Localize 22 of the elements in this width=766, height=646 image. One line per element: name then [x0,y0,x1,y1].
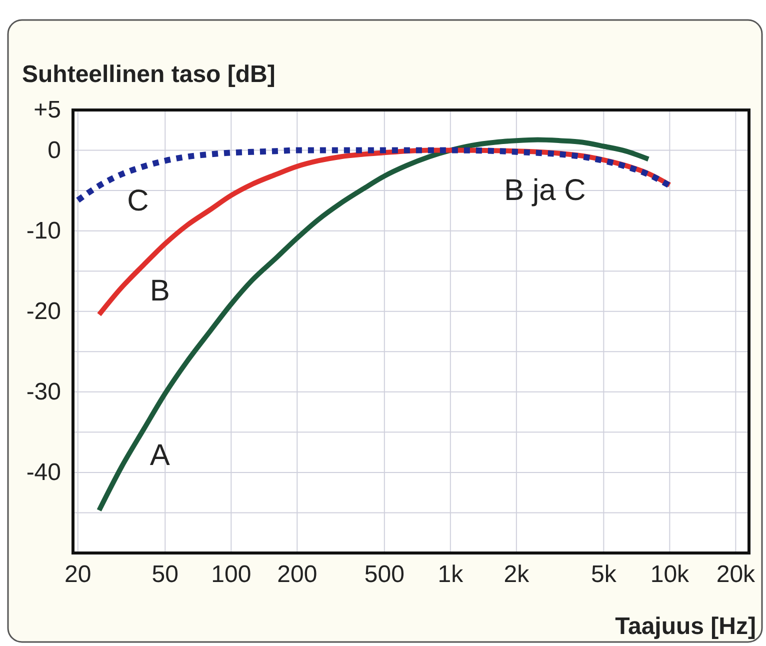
x-tick-label: 100 [211,561,252,588]
x-tick-label: 20k [716,561,756,588]
y-axis-title: Suhteellinen taso [dB] [22,61,276,88]
x-tick-label: 10k [650,561,690,588]
x-axis-title: Taajuus [Hz] [615,613,756,640]
y-tick-label: -10 [26,218,61,244]
y-tick-label: 0 [48,136,61,164]
series-label: A [150,438,170,472]
x-tick-label: 5k [591,561,618,588]
y-tick-label: -30 [26,378,61,406]
x-tick-label: 1k [438,561,464,588]
x-tick-label: 50 [152,561,178,588]
x-tick-label: 500 [364,561,404,588]
x-tick-label: 20 [64,561,92,588]
series-label: B [150,274,170,308]
series-label: C [127,184,149,218]
x-tick-label: 200 [277,561,318,588]
annotation: B ja C [504,174,586,207]
y-tick-label: -20 [26,298,61,326]
y-tick-label: +5 [34,96,61,124]
x-tick-label: 2k [504,561,530,588]
y-tick-label: -40 [26,459,61,486]
